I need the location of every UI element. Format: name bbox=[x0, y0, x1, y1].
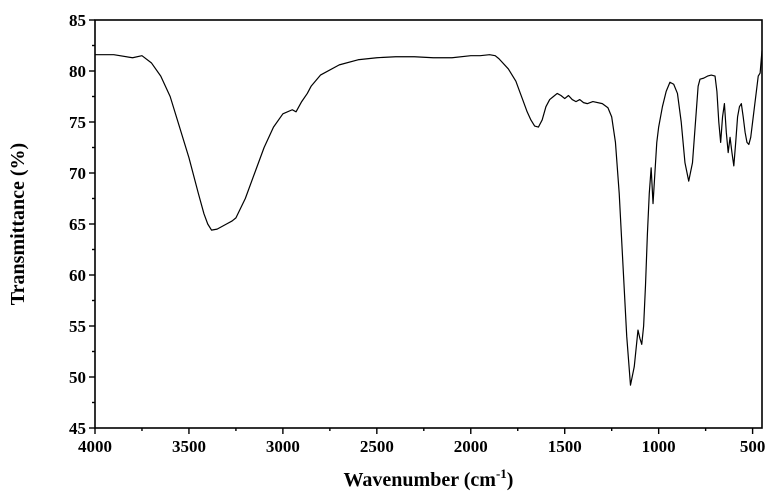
y-tick-label: 70 bbox=[69, 164, 86, 183]
x-tick-label: 500 bbox=[740, 437, 766, 456]
spectrum-line bbox=[95, 50, 763, 386]
x-axis-title-sup: -1 bbox=[496, 466, 507, 481]
tick-labels: 4000 3500 3000 2500 2000 1500 1000 500 45 50 55 60 6… bbox=[69, 11, 765, 456]
y-axis-title: Transmittance (%) bbox=[7, 143, 29, 305]
y-tick-label: 60 bbox=[69, 266, 86, 285]
y-tick-label: 85 bbox=[69, 11, 86, 30]
x-tick-label: 1500 bbox=[548, 437, 582, 456]
y-tick-label: 80 bbox=[69, 62, 86, 81]
x-axis-title-main: Wavenumber (cm bbox=[344, 469, 497, 491]
axis-ticks bbox=[89, 19, 754, 434]
x-axis-title: Wavenumber (cm-1) bbox=[344, 466, 514, 491]
x-tick-label: 2500 bbox=[360, 437, 394, 456]
y-tick-label: 65 bbox=[69, 215, 86, 234]
y-tick-label: 75 bbox=[69, 113, 86, 132]
x-axis-title-suffix: ) bbox=[507, 469, 514, 491]
x-tick-label: 2000 bbox=[454, 437, 488, 456]
y-tick-label: 55 bbox=[69, 317, 86, 336]
x-tick-label: 3500 bbox=[172, 437, 206, 456]
x-tick-label: 1000 bbox=[642, 437, 676, 456]
x-tick-label: 3000 bbox=[266, 437, 300, 456]
y-tick-label: 50 bbox=[69, 368, 86, 387]
y-tick-label: 45 bbox=[69, 419, 86, 438]
plot-frame bbox=[94, 19, 763, 429]
x-tick-label: 4000 bbox=[78, 437, 112, 456]
